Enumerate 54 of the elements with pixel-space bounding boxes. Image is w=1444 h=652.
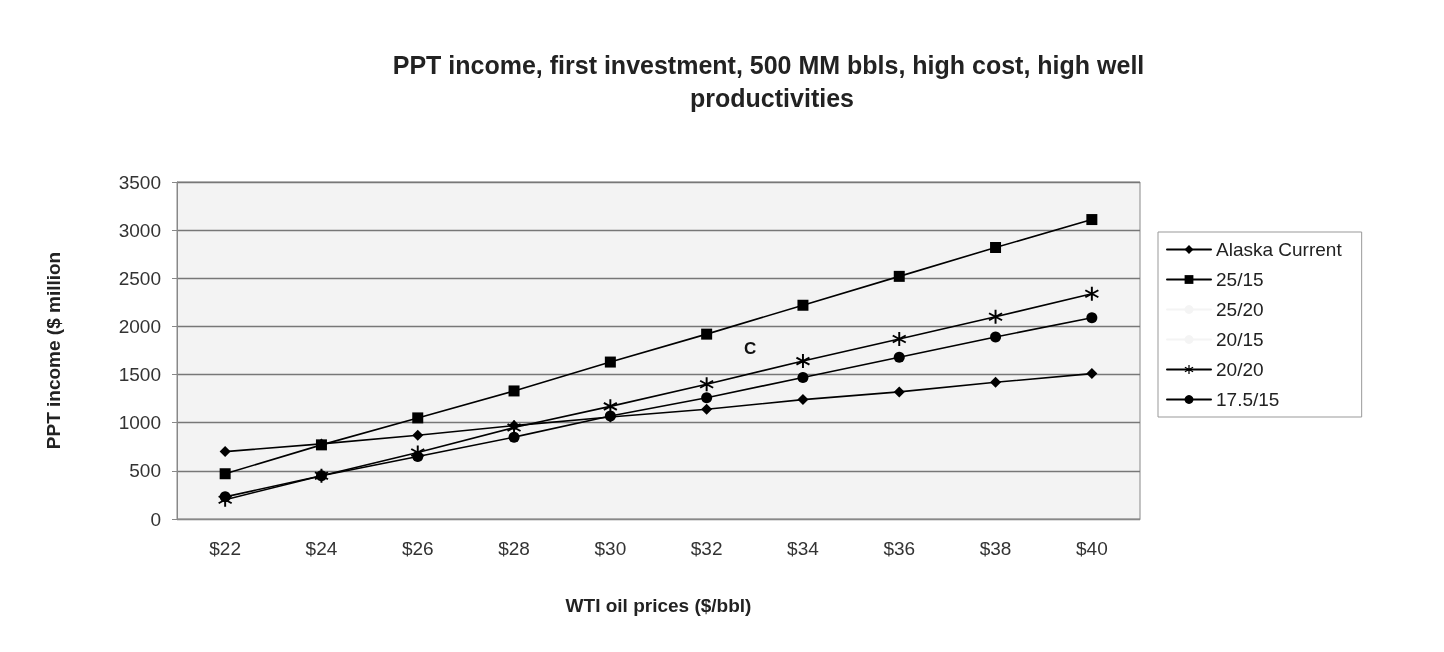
- x-tick-label: $28: [498, 538, 530, 559]
- x-tick-label: $36: [883, 538, 916, 559]
- legend-label: 20/20: [1216, 359, 1264, 380]
- point: [1086, 312, 1098, 324]
- point: [990, 241, 1002, 253]
- point: [412, 412, 424, 424]
- point: [893, 386, 905, 398]
- y-tick-label: 2500: [118, 267, 161, 289]
- y-tick-label: 1500: [118, 364, 161, 386]
- point: [893, 270, 905, 282]
- x-tick-label: $40: [1076, 538, 1108, 559]
- point: [508, 385, 520, 397]
- point: [219, 446, 231, 458]
- legend-label: 25/20: [1216, 299, 1264, 320]
- x-tick-label: $30: [594, 538, 627, 559]
- point: [797, 299, 809, 311]
- point: [701, 328, 713, 340]
- y-tick-label: 2000: [118, 315, 161, 337]
- legend-label: 25/15: [1216, 269, 1264, 290]
- x-tick-label: $32: [690, 538, 723, 559]
- legend-label: 20/15: [1216, 329, 1264, 350]
- y-tick-label: 0: [150, 508, 161, 530]
- point: [219, 468, 231, 480]
- point: [701, 392, 713, 404]
- y-axis-title: PPT income ($ million: [43, 251, 64, 450]
- x-tick-label: $38: [979, 538, 1012, 559]
- chart-title: PPT income, first investment, 500 MM bbls, high cost, high well productivities: [392, 50, 1152, 112]
- x-tick-label: $34: [787, 538, 820, 559]
- point: [1086, 214, 1098, 226]
- x-axis-title: WTI oil prices ($/bbl): [565, 595, 752, 616]
- point: [508, 431, 520, 443]
- point: [701, 403, 713, 415]
- annotation: C: [744, 339, 757, 358]
- y-tick-label: 3000: [118, 219, 161, 241]
- point: [990, 331, 1002, 343]
- y-tick-label: 3500: [118, 171, 161, 193]
- x-tick-label: $22: [209, 538, 241, 559]
- point: [412, 429, 424, 441]
- point: [795, 354, 810, 369]
- legend-label: 17.5/15: [1216, 389, 1280, 410]
- x-tick-label: $26: [401, 538, 434, 559]
- point: [219, 491, 231, 503]
- point: [797, 371, 809, 383]
- legend-label: Alaska Current: [1216, 239, 1343, 260]
- point: [892, 331, 907, 346]
- point: [988, 309, 1003, 324]
- point: [797, 394, 809, 406]
- y-tick-label: 1000: [118, 412, 161, 434]
- point: [990, 376, 1002, 388]
- point: [1086, 368, 1098, 380]
- point: [893, 351, 905, 363]
- point: [604, 356, 616, 368]
- y-tick-label: 500: [129, 460, 161, 482]
- x-tick-label: $24: [305, 538, 338, 559]
